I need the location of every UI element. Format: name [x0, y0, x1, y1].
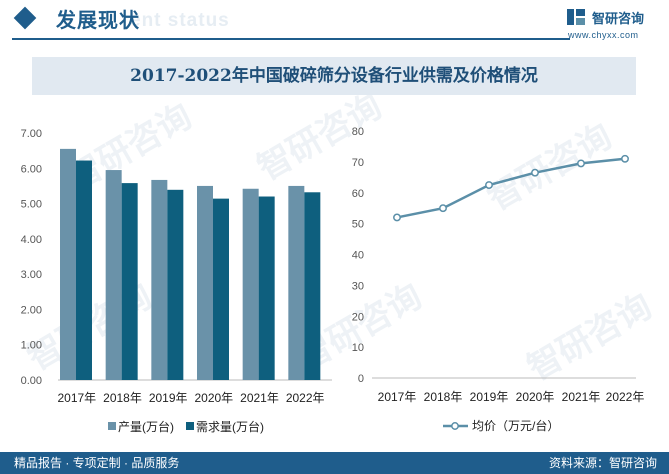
page-header: ent status 发展现状 智研咨询 www.chyxx.com [0, 0, 669, 44]
bar-production [197, 185, 213, 380]
line-x-tick-label: 2020年 [516, 390, 555, 404]
line-y-tick-label: 60 [352, 188, 364, 200]
price-point [393, 213, 401, 222]
line-y-tick-label: 70 [352, 157, 364, 169]
bar-demand [213, 198, 229, 380]
footer-slogan: 精品报告 · 专项定制 · 品质服务 [14, 456, 180, 470]
bar-production [151, 179, 168, 380]
bar-y-tick-label: 7.00 [21, 128, 42, 140]
legend-label-demand: 需求量(万台) [196, 419, 264, 434]
line-y-tick-label: 10 [352, 342, 364, 354]
line-x-tick-label: 2017年 [378, 390, 417, 404]
legend-swatch-demand [186, 422, 194, 430]
bar-x-tick-label: 2020年 [194, 391, 233, 405]
logo-url: www.chyxx.com [568, 30, 639, 40]
bar-production [60, 148, 76, 380]
price-point [485, 181, 493, 189]
line-x-tick-label: 2018年 [424, 390, 463, 404]
price-point [439, 204, 447, 213]
price-point [577, 159, 585, 168]
bar-production [288, 185, 305, 380]
footer-source: 资料来源：智研咨询 [548, 456, 657, 470]
chart-title-banner: 2017-2022年中国破碎筛分设备行业供需及价格情况 [32, 57, 636, 95]
bar-y-tick-label: 3.00 [21, 269, 42, 281]
bar-y-tick-label: 2.00 [21, 304, 42, 316]
bar-demand [76, 160, 92, 380]
bar-x-tick-label: 2018年 [103, 391, 142, 405]
bar-x-tick-label: 2019年 [149, 391, 188, 405]
bar-y-tick-label: 5.00 [21, 199, 42, 211]
bar-demand [121, 183, 138, 380]
bar-demand [258, 196, 275, 380]
line-y-tick-label: 30 [352, 280, 364, 292]
line-y-tick-label: 20 [352, 311, 364, 323]
logo-icon [567, 9, 585, 25]
line-y-tick-label: 80 [352, 126, 364, 138]
page-title: 发展现状 [56, 10, 140, 32]
price-point [621, 154, 629, 163]
bar-x-tick-label: 2022年 [286, 391, 325, 405]
bar-y-tick-label: 4.00 [21, 234, 42, 246]
header-title-watermark: ent status [130, 10, 230, 31]
bar-y-tick-label: 0.00 [21, 375, 42, 387]
bar-y-tick-label: 6.00 [21, 163, 42, 175]
legend-swatch-production [108, 422, 116, 430]
bar-demand [304, 192, 321, 380]
bar-x-tick-label: 2017年 [57, 391, 96, 405]
price-series-line [396, 157, 626, 219]
page-footer: 精品报告 · 专项定制 · 品质服务 资料来源：智研咨询 [0, 452, 669, 474]
logo-text: 智研咨询 [592, 11, 645, 26]
bar-demand [167, 189, 184, 380]
line-y-tick-label: 50 [352, 219, 364, 231]
line-x-tick-label: 2022年 [606, 390, 645, 404]
bar-x-tick-label: 2021年 [240, 391, 279, 405]
header-rule [12, 38, 570, 40]
line-x-tick-label: 2019年 [470, 390, 509, 404]
legend-label-price: 均价（万元/台） [472, 418, 559, 433]
bar-y-tick-label: 1.00 [21, 340, 42, 352]
bar-production [105, 170, 122, 380]
bar-production [242, 188, 259, 380]
line-y-tick-label: 40 [352, 250, 364, 262]
line-x-tick-label: 2021年 [562, 390, 601, 404]
legend-label-production: 产量(万台) [118, 419, 174, 434]
legend-marker-price [451, 422, 459, 430]
line-y-tick-label: 0 [358, 373, 364, 385]
chart-title: 2017-2022年中国破碎筛分设备行业供需及价格情况 [130, 66, 538, 86]
price-point [531, 168, 539, 177]
